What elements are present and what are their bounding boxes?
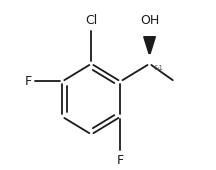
- Text: OH: OH: [140, 14, 159, 27]
- Text: &1: &1: [153, 65, 163, 71]
- Text: F: F: [117, 154, 124, 167]
- Polygon shape: [144, 37, 155, 53]
- Text: Cl: Cl: [85, 14, 97, 27]
- Text: F: F: [24, 75, 32, 88]
